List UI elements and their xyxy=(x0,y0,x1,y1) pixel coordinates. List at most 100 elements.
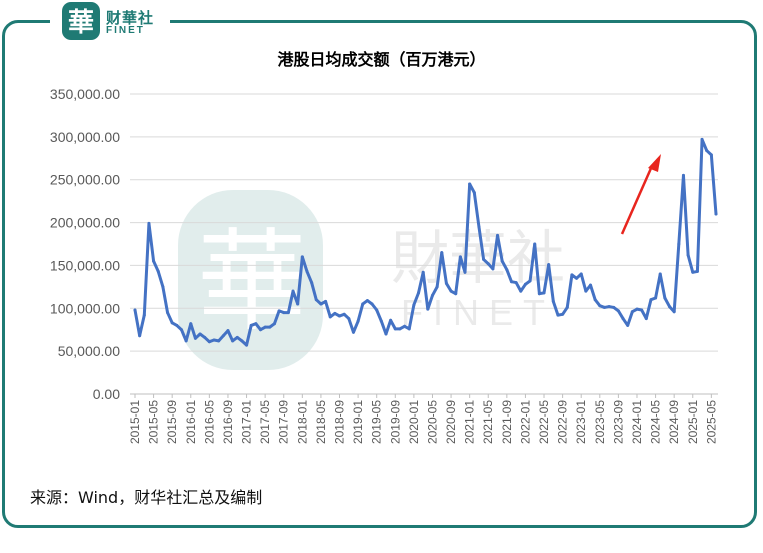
watermark: 華 財華社 FINET xyxy=(178,190,565,370)
data-point xyxy=(189,322,193,326)
data-point xyxy=(198,332,202,336)
data-point xyxy=(509,280,513,284)
data-point xyxy=(482,257,486,261)
data-point xyxy=(426,307,430,311)
data-point xyxy=(458,255,462,259)
data-point xyxy=(370,302,374,306)
data-point xyxy=(705,149,709,153)
data-point xyxy=(677,242,681,246)
data-point xyxy=(589,283,593,287)
data-point xyxy=(235,335,239,339)
data-point xyxy=(417,291,421,295)
x-tick-label: 2021-05 xyxy=(481,400,495,444)
data-point xyxy=(403,324,407,328)
data-point xyxy=(300,255,304,259)
y-tick-label: 200,000.00 xyxy=(50,215,120,231)
series-line xyxy=(133,137,718,347)
data-point xyxy=(514,281,518,285)
x-tick-label: 2023-09 xyxy=(611,400,625,444)
data-point xyxy=(319,302,323,306)
data-point xyxy=(245,343,249,347)
data-point xyxy=(477,225,481,229)
data-point xyxy=(384,332,388,336)
x-tick-label: 2018-01 xyxy=(295,400,309,444)
data-point xyxy=(193,336,197,340)
brand-name-en: FINET xyxy=(106,25,145,36)
data-point xyxy=(686,253,690,257)
brand-header: 華 财華社 FINET xyxy=(50,0,170,44)
x-tick-label: 2021-09 xyxy=(500,400,514,444)
data-point xyxy=(398,327,402,331)
data-point xyxy=(537,292,541,296)
source-note: 来源：Wind，财华社汇总及编制 xyxy=(30,488,263,507)
data-point xyxy=(649,298,653,302)
data-point xyxy=(338,314,342,318)
data-point xyxy=(454,292,458,296)
x-tick-label: 2017-05 xyxy=(258,400,272,444)
data-point xyxy=(142,313,146,317)
data-point xyxy=(333,311,337,315)
data-point xyxy=(444,281,448,285)
y-tick-label: 250,000.00 xyxy=(50,172,120,188)
data-point xyxy=(593,298,597,302)
data-point xyxy=(626,323,630,327)
data-point xyxy=(505,268,509,272)
data-point xyxy=(212,338,216,342)
x-tick-label: 2019-09 xyxy=(388,400,402,444)
data-point xyxy=(263,325,267,329)
data-point xyxy=(565,305,569,309)
data-point xyxy=(393,327,397,331)
data-point xyxy=(654,296,658,300)
x-tick-label: 2015-05 xyxy=(147,400,161,444)
x-tick-label: 2021-01 xyxy=(463,400,477,444)
x-tick-label: 2025-05 xyxy=(704,400,718,444)
data-point xyxy=(282,311,286,315)
series-layer xyxy=(133,137,718,347)
data-point xyxy=(375,308,379,312)
y-tick-label: 100,000.00 xyxy=(50,300,120,316)
data-point xyxy=(203,335,207,339)
data-point xyxy=(175,323,179,327)
data-point xyxy=(547,263,551,267)
data-point xyxy=(491,267,495,271)
data-point xyxy=(700,137,704,141)
data-point xyxy=(351,330,355,334)
data-point xyxy=(356,319,360,323)
data-point xyxy=(523,282,527,286)
data-point xyxy=(361,302,365,306)
data-point xyxy=(179,328,183,332)
data-point xyxy=(170,321,174,325)
data-point xyxy=(435,285,439,289)
data-point xyxy=(272,322,276,326)
watermark-logo-shape xyxy=(178,190,323,370)
data-point xyxy=(166,311,170,315)
data-point xyxy=(133,308,137,312)
data-point xyxy=(602,305,606,309)
data-point xyxy=(286,311,290,315)
data-point xyxy=(551,299,555,303)
data-point xyxy=(607,305,611,309)
y-tick-label: 0.00 xyxy=(93,386,120,402)
data-point xyxy=(258,328,262,332)
x-tick-label: 2015-01 xyxy=(128,400,142,444)
logo-glyph: 華 xyxy=(68,8,94,38)
data-point xyxy=(500,259,504,263)
data-point xyxy=(324,299,328,303)
data-point xyxy=(561,312,565,316)
data-point xyxy=(249,323,253,327)
x-tick-label: 2015-09 xyxy=(165,400,179,444)
data-point xyxy=(570,273,574,277)
data-point xyxy=(635,307,639,311)
data-point xyxy=(221,334,225,338)
x-tick-label: 2019-01 xyxy=(351,400,365,444)
data-point xyxy=(277,309,281,313)
y-axis: 0.00 50,000.00 100,000.00 150,000.00 200,000… xyxy=(50,86,120,402)
y-tick-label: 150,000.00 xyxy=(50,257,120,273)
data-point xyxy=(365,299,369,303)
data-point xyxy=(658,272,662,276)
data-point xyxy=(268,325,272,329)
x-tick-label: 2024-09 xyxy=(667,400,681,444)
arrow-head-icon xyxy=(648,154,661,172)
data-point xyxy=(542,291,546,295)
